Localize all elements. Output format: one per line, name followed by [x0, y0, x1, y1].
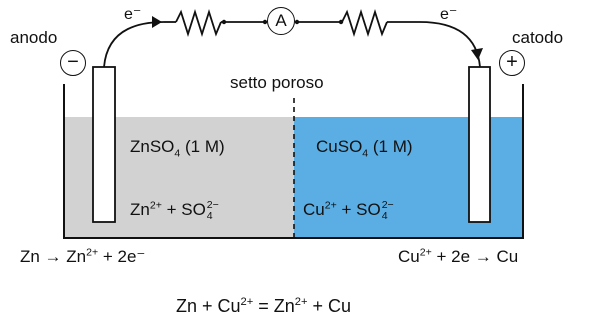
left-solution-ions: Zn2+ + SO 2− 4 [130, 199, 219, 222]
wire-right-curve [387, 21, 481, 68]
junction-dot-ammeter-right [294, 19, 300, 25]
wire-left-curve [103, 21, 165, 68]
resistor-left [175, 9, 222, 37]
cathode-label: catodo [512, 28, 564, 47]
left-solution-name: ZnSO4 (1 M) [130, 137, 225, 160]
right-solution-name: CuSO4 (1 M) [316, 137, 413, 160]
cathode-half-reaction: Cu2+ + 2e → Cu [398, 246, 519, 266]
positive-terminal-icon: + [499, 50, 525, 76]
anode-half-reaction: Zn → Zn2+ + 2e⁻ [20, 246, 146, 266]
junction-dot-left [221, 19, 227, 25]
overall-reaction: Zn + Cu2+ = Zn2+ + Cu [176, 296, 352, 316]
electron-arrow-left [152, 16, 162, 28]
electron-label-right: e⁻ [440, 6, 458, 23]
electron-arrow-right [471, 48, 483, 60]
zinc-electrode [92, 66, 116, 223]
porous-separator-label: setto poroso [230, 73, 324, 92]
junction-dot-ammeter-left [262, 19, 268, 25]
anode-label: anodo [10, 28, 58, 47]
copper-electrode [468, 66, 491, 223]
ammeter-icon: A [267, 7, 295, 35]
negative-terminal-icon: − [60, 50, 86, 76]
resistor-right [341, 9, 388, 37]
right-solution-ions: Cu2+ + SO 2− 4 [303, 199, 394, 222]
electron-label-left: e⁻ [124, 6, 142, 23]
